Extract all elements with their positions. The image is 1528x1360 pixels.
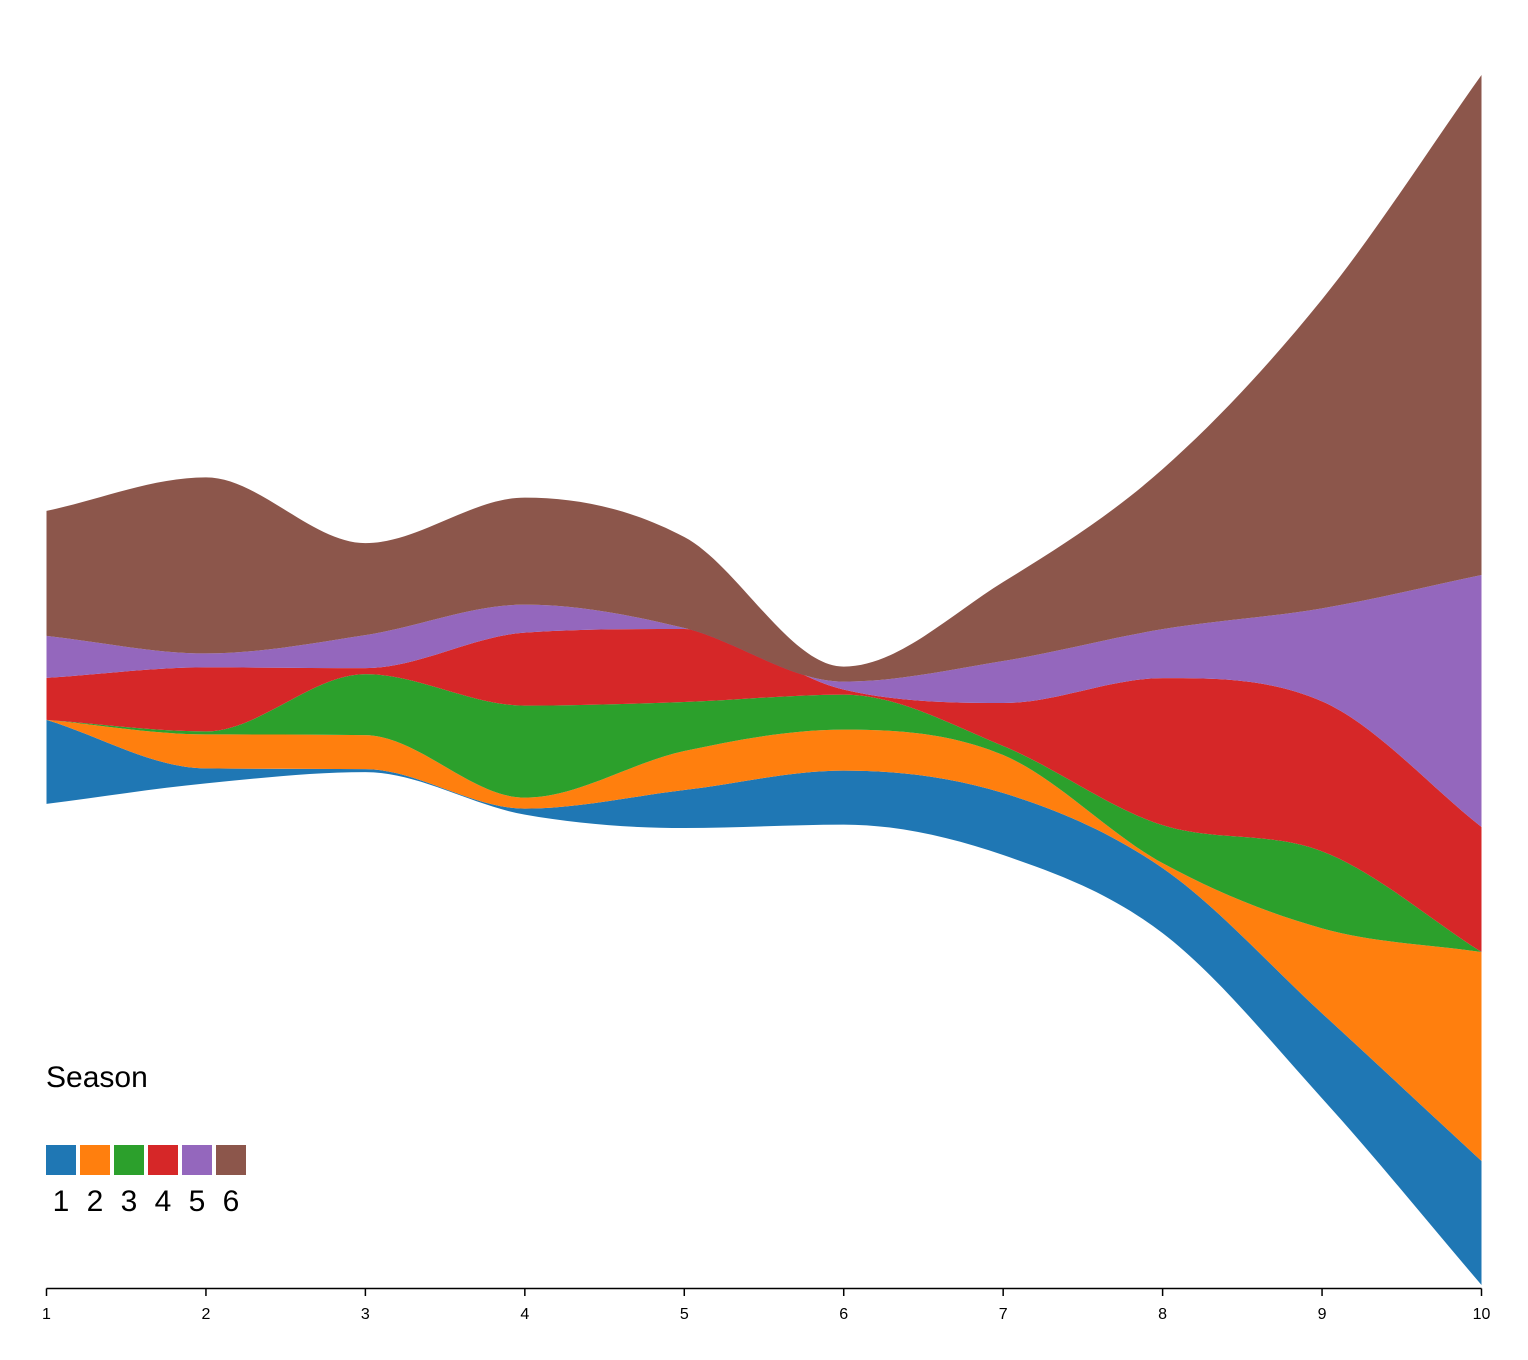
x-tick-label: 5: [680, 1306, 689, 1323]
legend-label-season-3: 3: [121, 1185, 138, 1218]
x-tick-label: 4: [520, 1306, 529, 1323]
stream-layer-season-5: [46, 575, 1482, 827]
stream-layer-season-2: [46, 719, 1482, 1161]
legend-swatch-season-2: [80, 1145, 110, 1175]
x-tick-label: 9: [1318, 1306, 1327, 1323]
legend-label-season-5: 5: [189, 1185, 206, 1218]
x-tick-label: 2: [201, 1306, 210, 1323]
x-tick-label: 7: [999, 1306, 1008, 1323]
x-axis: 1 2 3 4 5 6 7 8 9 10: [42, 1287, 1491, 1323]
legend-swatch-season-1: [46, 1145, 76, 1175]
x-tick-label: 6: [839, 1306, 848, 1323]
stream-layer-season-3: [46, 674, 1482, 952]
x-tick-label: 10: [1473, 1306, 1491, 1323]
legend-title: Season: [46, 1061, 148, 1094]
x-tick-label: 3: [361, 1306, 370, 1323]
x-tick-label: 8: [1158, 1306, 1167, 1323]
legend-swatch-season-4: [148, 1145, 178, 1175]
legend-swatch-season-6: [216, 1145, 246, 1175]
stream-layers: [46, 75, 1482, 1285]
legend-swatch-season-3: [114, 1145, 144, 1175]
legend-swatch-season-5: [182, 1145, 212, 1175]
stream-layer-season-1: [46, 719, 1482, 1285]
stream-layer-season-4: [46, 629, 1482, 952]
legend-label-season-4: 4: [155, 1185, 172, 1218]
legend-label-season-6: 6: [223, 1185, 240, 1218]
legend-label-season-1: 1: [53, 1185, 70, 1218]
stream-layer-season-6: [46, 75, 1482, 682]
x-ticks: 1 2 3 4 5 6 7 8 9 10: [42, 1288, 1491, 1323]
x-tick-label: 1: [42, 1306, 51, 1323]
legend-label-season-2: 2: [87, 1185, 104, 1218]
